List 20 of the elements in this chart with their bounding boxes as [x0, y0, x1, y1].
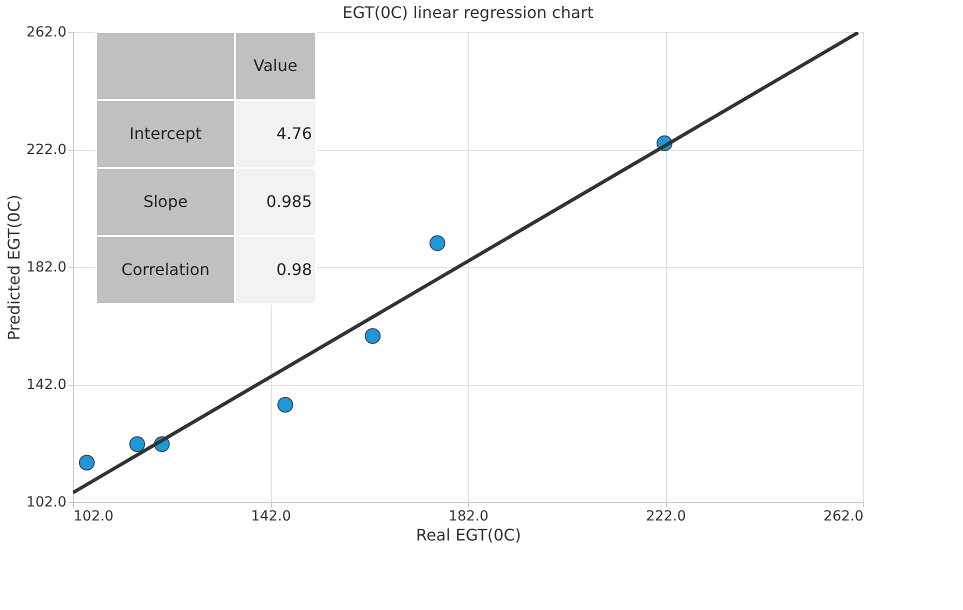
- x-tick-label: 182.0: [448, 508, 489, 524]
- annotation: Intercept: [129, 124, 202, 143]
- x-tick-label: 142.0: [250, 508, 292, 524]
- annotation: Value: [254, 56, 298, 75]
- x-axis-title: Real EGT(0C): [416, 526, 522, 544]
- annotation: Correlation: [121, 260, 210, 279]
- y-axis-title: Predicted EGT(0C): [4, 194, 24, 340]
- y-tick-label: 262.0: [26, 24, 66, 40]
- y-tick-label: 102.0: [26, 494, 66, 510]
- annotation: 0.985: [266, 192, 312, 211]
- x-tick-label: 222.0: [646, 508, 686, 524]
- x-tick-label: 262.0: [823, 508, 864, 524]
- y-tick-label: 142.0: [26, 377, 66, 393]
- annotation: 0.98: [276, 260, 312, 279]
- annotation: Slope: [143, 192, 188, 211]
- y-tick-label: 222.0: [26, 142, 66, 158]
- chart-title: EGT(0C) linear regression chart: [342, 3, 594, 22]
- annotation: 4.76: [276, 124, 312, 143]
- x-tick-label: 102.0: [74, 508, 114, 524]
- y-tick-label: 182.0: [26, 260, 66, 276]
